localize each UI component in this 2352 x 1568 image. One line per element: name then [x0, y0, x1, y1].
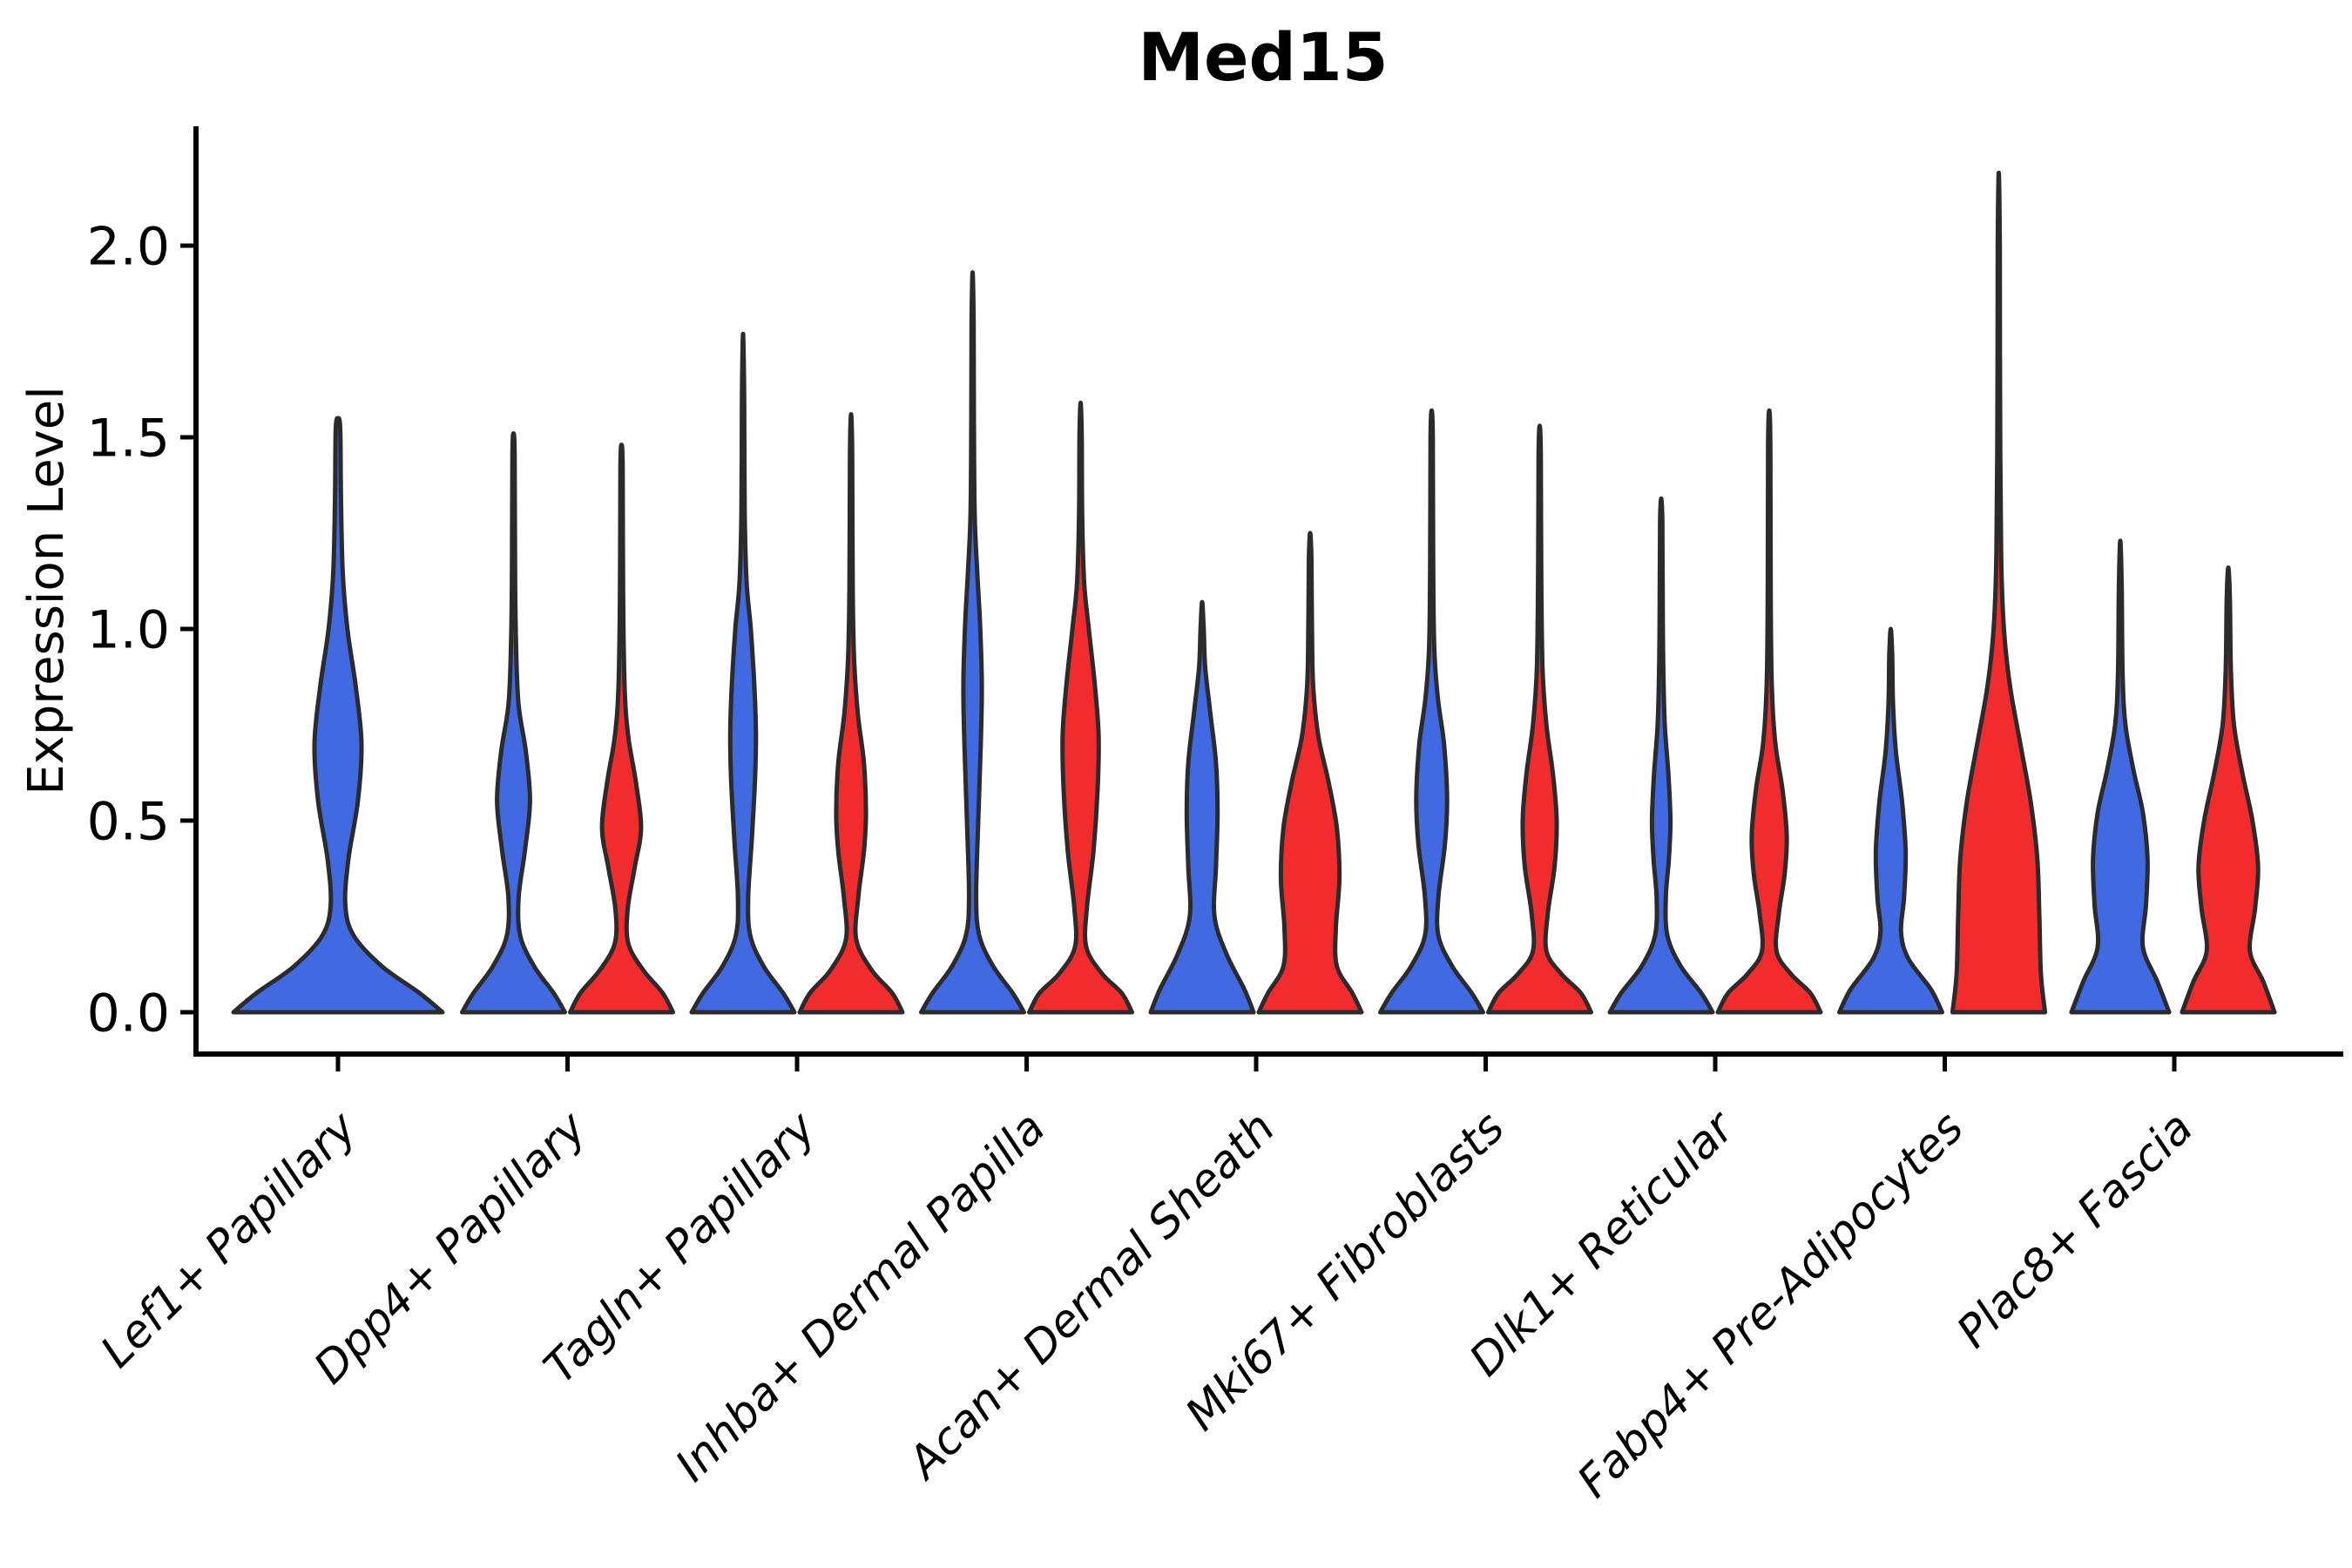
y-tick-label: 2.0 [87, 217, 170, 278]
axes: 0.0 0.5 1.0 1.5 2.0 [87, 126, 2343, 1057]
violin-blue [1837, 626, 1944, 1015]
violin-red [1950, 170, 2048, 1015]
x-tick-label: Inhba+ Dermal Papilla [666, 1102, 1056, 1491]
y-axis-label: Expression Level [18, 386, 75, 795]
violin-red [568, 443, 675, 1015]
chart-title: Med15 [1138, 18, 1388, 96]
violin-blue [1607, 496, 1715, 1015]
violin-red [2180, 565, 2277, 1015]
y-tick-label: 0.0 [87, 983, 170, 1044]
x-tick-label: Plac8+ Fascia [1948, 1102, 2204, 1358]
violin-red [797, 412, 905, 1015]
violin-red [1027, 400, 1134, 1015]
violin-red [1715, 408, 1823, 1015]
violin-blue [1148, 599, 1256, 1015]
violin-blue [1378, 408, 1485, 1015]
y-tick-label: 1.5 [87, 409, 170, 470]
violin-red [1256, 531, 1364, 1015]
violins-layer [231, 170, 2277, 1015]
violin-red [1486, 423, 1593, 1015]
x-tick-label: Acan+ Dermal Sheath [897, 1102, 1285, 1490]
violin-blue [689, 331, 797, 1015]
violin-blue [231, 416, 445, 1015]
violin-blue [919, 270, 1026, 1015]
x-tick-label: Fabp4+ Pre-Adipocytes [1568, 1102, 1974, 1508]
y-tick-label: 1.0 [87, 600, 170, 661]
violin-blue [2069, 538, 2172, 1015]
violin-blue [460, 431, 567, 1015]
y-tick-label: 0.5 [87, 792, 170, 853]
